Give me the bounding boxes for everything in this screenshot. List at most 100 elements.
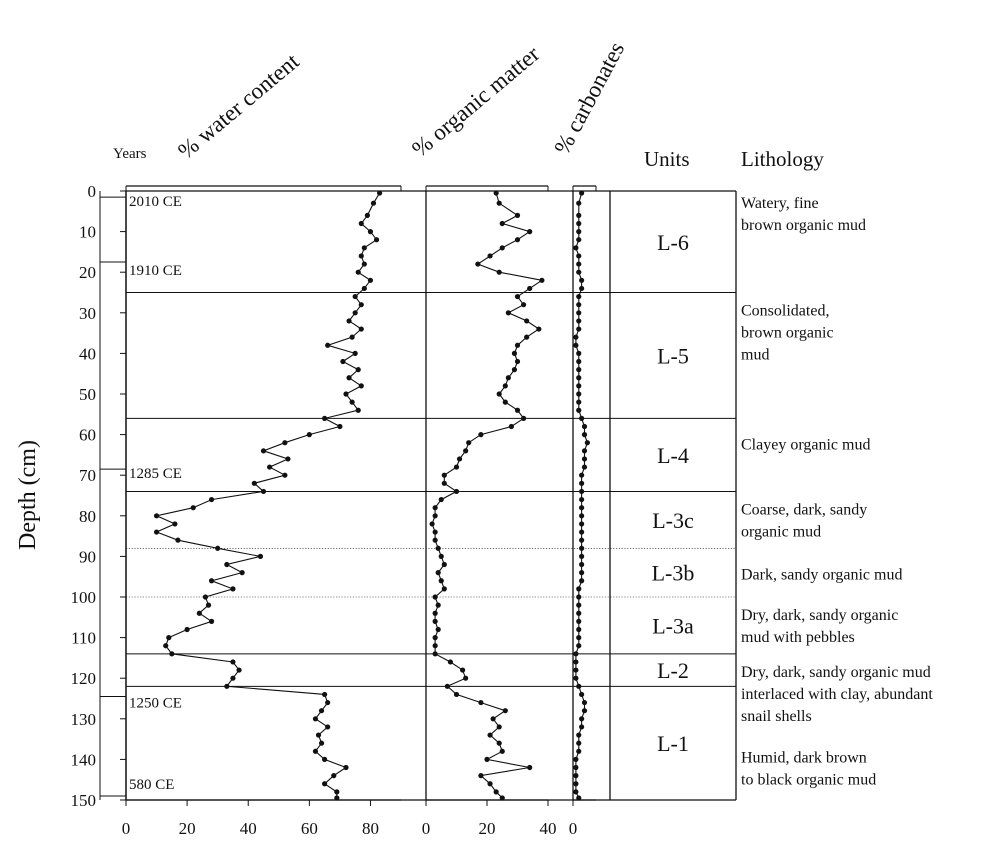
carbonates-point: [576, 318, 582, 324]
unit-label: L-1: [657, 731, 689, 756]
series-group: [153, 190, 590, 801]
x-tick-label: 80: [362, 819, 379, 838]
organic-matter-point: [499, 748, 505, 754]
water-content-point: [267, 464, 273, 470]
water-content-point: [315, 732, 322, 738]
water-content-point: [361, 261, 367, 267]
years-label: 580 CE: [129, 777, 174, 793]
organic-matter-point: [505, 375, 511, 381]
carbonates-point: [576, 200, 582, 206]
water-content-point: [358, 326, 364, 332]
organic-matter-point: [460, 667, 466, 673]
depth-tick-label: 50: [79, 385, 96, 404]
water-content-point: [208, 618, 215, 624]
organic-matter-point: [453, 691, 460, 698]
carbonates-point: [581, 699, 588, 706]
carbonates-point: [579, 488, 585, 495]
carbonates-point: [576, 350, 582, 356]
carbonates-point: [581, 456, 588, 462]
organic-matter-point: [496, 391, 502, 397]
lithology-text: Coarse, dark, sandy: [741, 502, 867, 519]
years-label: 1250 CE: [129, 696, 182, 712]
carbonates-point: [579, 570, 585, 576]
carbonates-point: [576, 748, 582, 754]
organic-matter-point: [429, 521, 435, 527]
water-content-point: [260, 488, 267, 495]
carbonates-point: [573, 651, 579, 657]
lithology-text: brown organic mud: [741, 217, 866, 234]
carbonates-point: [576, 253, 582, 259]
units-title: Units: [644, 147, 690, 171]
water-content-point: [358, 302, 364, 308]
organic-matter-point: [514, 342, 521, 348]
depth-tick-label: 140: [71, 750, 97, 769]
water-content-point: [355, 407, 361, 413]
carbonates-point: [579, 513, 585, 519]
water-content-point: [352, 350, 358, 356]
water-content-point: [215, 545, 221, 551]
depth-tick-label: 100: [71, 588, 97, 607]
organic-matter-point: [521, 302, 527, 308]
carbonates-point: [579, 521, 585, 527]
carbonates-point: [584, 440, 590, 446]
organic-matter-point: [456, 456, 463, 462]
organic-matter-point: [496, 740, 502, 746]
water-content-point: [349, 334, 355, 340]
carbonates-point: [579, 545, 585, 551]
depth-tick-label: 10: [79, 223, 96, 242]
organic-matter-point: [441, 586, 447, 592]
water-content-point: [224, 561, 230, 568]
depth-tick-label: 0: [88, 182, 97, 201]
water-content-point: [175, 537, 181, 543]
lithology-text: brown organic: [741, 325, 834, 342]
lithology-text: Dry, dark, sandy organic mud: [741, 664, 931, 681]
organic-matter-point: [508, 423, 514, 430]
carbonates-point: [576, 635, 582, 641]
organic-matter-point: [432, 537, 438, 543]
carbonates-point: [576, 643, 582, 649]
organic-matter-point: [514, 237, 521, 243]
carbonates-point: [579, 472, 585, 478]
organic-matter-point: [490, 716, 496, 722]
water-content-point: [377, 190, 383, 196]
organic-matter-point: [514, 212, 521, 218]
carbonates-point: [579, 480, 585, 486]
water-content-point: [322, 756, 328, 763]
organic-matter-point: [505, 310, 511, 316]
carbonates-point: [581, 708, 588, 714]
panel-title-water: % water content: [173, 48, 304, 164]
water-content-point: [318, 740, 325, 746]
water-content-point: [367, 277, 374, 283]
organic-matter-point: [539, 277, 545, 283]
organic-matter-point: [441, 561, 447, 568]
organic-matter-point: [435, 626, 441, 633]
water-content-point: [370, 200, 377, 206]
water-content-point: [352, 293, 358, 300]
depth-tick-label: 110: [71, 629, 96, 648]
carbonates-point: [579, 716, 585, 722]
organic-matter-point: [511, 350, 518, 356]
carbonates-line: [575, 192, 588, 799]
organic-matter-point: [493, 789, 499, 795]
water-content-point: [190, 505, 196, 511]
carbonates-point: [581, 423, 588, 430]
water-content-point: [355, 367, 361, 373]
organic-matter-point: [463, 448, 469, 454]
carbonates-point: [579, 529, 585, 535]
water-content-point: [355, 269, 361, 275]
organic-matter-point: [453, 464, 460, 470]
water-content-point: [349, 399, 355, 405]
x-tick-label: 0: [422, 819, 431, 838]
carbonates-point: [576, 367, 582, 373]
carbonates-point: [573, 342, 579, 348]
carbonates-point: [576, 326, 582, 332]
unit-label: L-5: [657, 343, 689, 368]
water-content-point: [343, 391, 349, 397]
carbonates-point: [576, 740, 582, 746]
organic-matter-point: [496, 200, 502, 206]
carbonates-point: [579, 537, 585, 543]
x-tick-label: 60: [301, 819, 318, 838]
water-content-point: [257, 553, 264, 560]
organic-matter-point: [499, 245, 505, 251]
